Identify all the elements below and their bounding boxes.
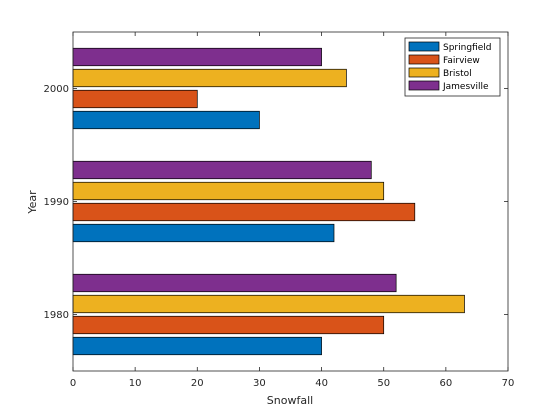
x-tick-label-70: 70 [502,378,515,389]
legend-swatch-jamesville [408,80,440,91]
x-tick-label-60: 60 [439,378,452,389]
legend-swatch-fairview [408,54,440,65]
x-tick-label-50: 50 [377,378,390,389]
x-tick-label-40: 40 [315,378,328,389]
y-tick-label-2000: 2000 [44,84,69,95]
bar-bristol-1980 [72,294,465,314]
legend-swatch-springfield [408,41,440,52]
bar-bristol-2000 [72,68,347,88]
y-ticks-group: 1980 1990 2000 [44,84,508,321]
x-tick-label-10: 10 [129,378,142,389]
y-tick-label-1980: 1980 [44,310,69,321]
legend-label-bristol: Bristol [443,69,472,79]
x-tick-label-0: 0 [70,378,76,389]
bar-fairview-1980 [72,315,385,335]
bar-jamesville-1980 [72,273,397,293]
legend-label-jamesville: Jamesville [442,82,489,92]
bar-bristol-1990 [72,181,385,201]
legend-swatch-bristol [408,67,440,78]
x-axis-label: Snowfall [267,394,313,407]
bar-springfield-1990 [72,223,335,243]
bar-springfield-1980 [72,336,322,356]
y-tick-label-1990: 1990 [44,197,69,208]
y-axis-label: Year [26,190,39,215]
x-ticks-group: 0 10 20 30 40 50 60 70 [70,32,515,389]
x-tick-label-30: 30 [253,378,266,389]
bar-jamesville-1990 [72,160,372,180]
legend-label-springfield: Springfield [443,43,491,53]
bar-fairview-2000 [72,89,198,109]
legend: Springfield Fairview Bristol Jamesville [404,37,501,97]
bar-springfield-2000 [72,110,260,130]
bar-fairview-1990 [72,202,416,222]
legend-label-fairview: Fairview [443,56,480,66]
bar-jamesville-2000 [72,47,322,67]
x-tick-label-20: 20 [191,378,204,389]
